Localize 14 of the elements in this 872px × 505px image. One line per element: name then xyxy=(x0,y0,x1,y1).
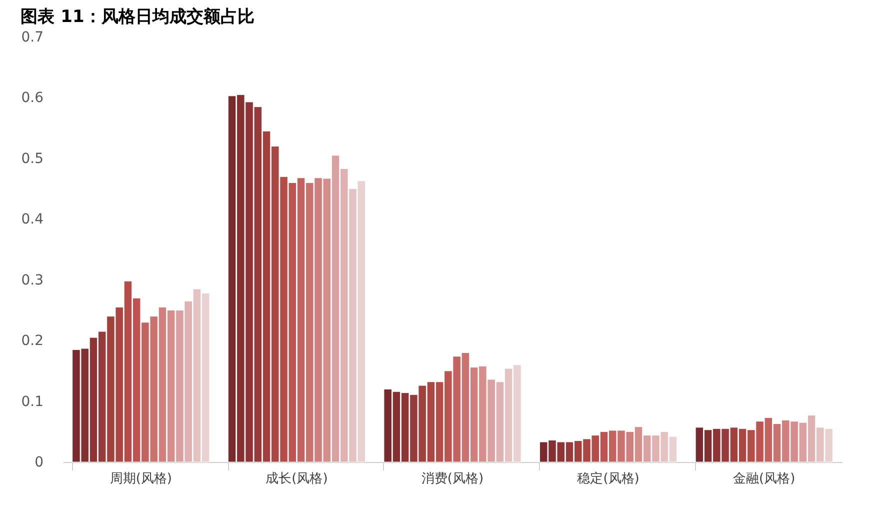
y-tick-label: 0.6 xyxy=(21,90,44,106)
x-tick-label: 金融(风格) xyxy=(733,472,796,486)
y-tick-label: 0.3 xyxy=(21,272,44,288)
x-tick-label: 成长(风格) xyxy=(266,472,328,486)
y-tick-label: 0.1 xyxy=(21,394,44,410)
x-tick-label: 消费(风格) xyxy=(421,472,484,486)
y-tick-label: 0.5 xyxy=(21,150,44,167)
x-tick-label: 周期(风格) xyxy=(110,472,172,486)
chart-title: 图表 11：风格日均成交额占比 xyxy=(20,7,254,27)
x-tick-label: 稳定(风格) xyxy=(577,472,640,486)
y-tick-label: 0.4 xyxy=(21,212,44,228)
y-tick-label: 0.2 xyxy=(21,333,44,350)
y-tick-label: 0.7 xyxy=(21,30,44,46)
y-tick-label: 0 xyxy=(34,454,44,470)
